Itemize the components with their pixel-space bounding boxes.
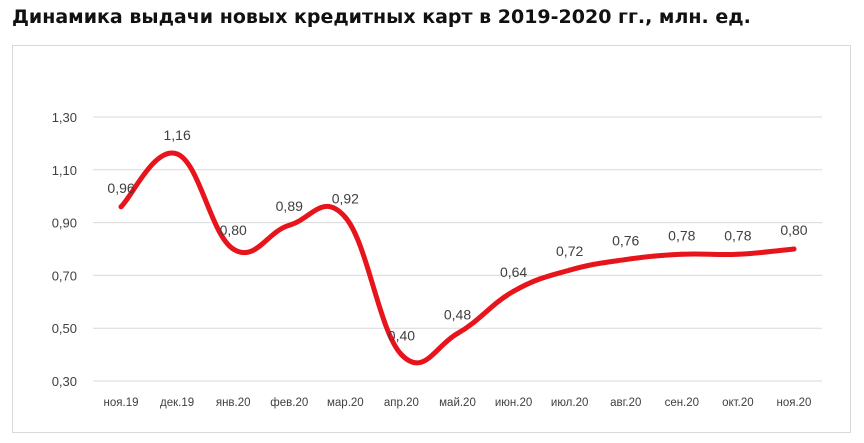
data-label: 0,48 bbox=[444, 306, 471, 322]
data-point bbox=[511, 288, 517, 294]
chart-frame bbox=[12, 45, 851, 433]
x-tick-label: дек.19 bbox=[160, 397, 194, 409]
x-tick-label: окт.20 bbox=[722, 397, 754, 409]
y-tick-label: 0,90 bbox=[52, 216, 77, 231]
data-label: 0,78 bbox=[724, 227, 751, 243]
data-label: 0,78 bbox=[668, 227, 695, 243]
x-tick-label: сен.20 bbox=[665, 397, 699, 409]
y-tick-label: 0,30 bbox=[52, 374, 77, 389]
data-label: 0,76 bbox=[612, 233, 639, 249]
chart-title: Динамика выдачи новых кредитных карт в 2… bbox=[12, 6, 751, 28]
data-label: 0,72 bbox=[556, 243, 583, 259]
data-label: 0,80 bbox=[780, 222, 807, 238]
x-tick-label: мар.20 bbox=[327, 397, 364, 409]
x-tick-label: янв.20 bbox=[216, 397, 251, 409]
y-tick-label: 0,70 bbox=[52, 268, 77, 283]
x-tick-label: июл.20 bbox=[551, 397, 589, 409]
x-tick-label: апр.20 bbox=[384, 397, 419, 409]
data-label: 0,96 bbox=[107, 180, 134, 196]
data-point bbox=[455, 330, 460, 336]
data-point bbox=[174, 151, 180, 157]
data-label: 0,80 bbox=[220, 222, 247, 238]
data-point bbox=[679, 251, 685, 257]
data-point bbox=[623, 257, 629, 263]
x-tick-label: авг.20 bbox=[610, 397, 641, 409]
data-point bbox=[398, 352, 404, 358]
x-tick-label: ноя.20 bbox=[776, 397, 811, 409]
x-tick-label: июн.20 bbox=[495, 397, 532, 409]
y-tick-label: 1,30 bbox=[52, 110, 77, 125]
data-label: 0,92 bbox=[332, 190, 359, 206]
data-label: 1,16 bbox=[163, 127, 190, 143]
series-line bbox=[118, 150, 797, 366]
data-point bbox=[791, 246, 797, 252]
data-label: 0,40 bbox=[388, 328, 415, 344]
data-label: 0,89 bbox=[276, 198, 303, 214]
x-tick-label: ноя.19 bbox=[104, 397, 139, 409]
data-point bbox=[230, 246, 236, 252]
y-tick-label: 1,10 bbox=[52, 163, 77, 178]
x-tick-label: фев.20 bbox=[270, 397, 308, 409]
x-tick-label: май.20 bbox=[439, 397, 476, 409]
data-label: 0,64 bbox=[500, 264, 527, 280]
y-tick-label: 0,50 bbox=[52, 321, 77, 336]
data-point bbox=[118, 204, 124, 210]
data-point bbox=[567, 267, 573, 273]
data-point bbox=[286, 222, 292, 228]
data-point bbox=[342, 214, 348, 220]
data-point bbox=[735, 251, 741, 257]
